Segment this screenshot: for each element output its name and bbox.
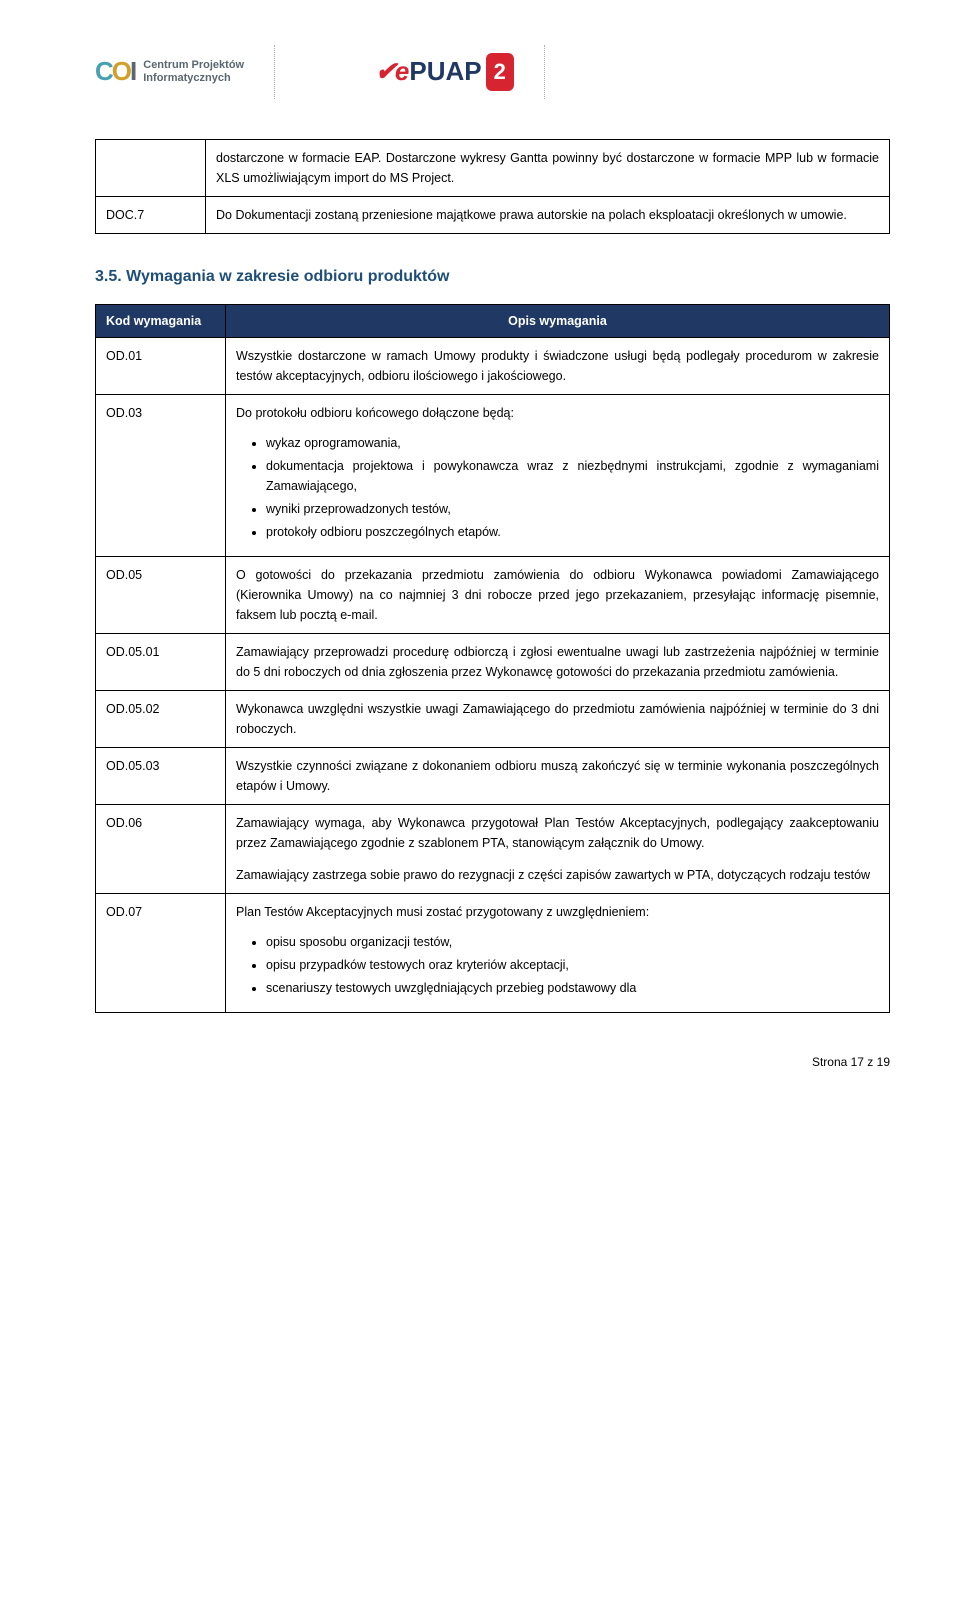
cell-desc: Do protokołu odbioru końcowego dołączone… — [226, 394, 890, 556]
bullet-list: opisu sposobu organizacji testów, opisu … — [236, 932, 879, 998]
bullet-list: wykaz oprogramowania, dokumentacja proje… — [236, 433, 879, 542]
list-item: wykaz oprogramowania, — [266, 433, 879, 453]
epuap-badge: 2 — [486, 53, 514, 90]
cell-code: OD.05.02 — [96, 690, 226, 747]
cell-desc: Plan Testów Akceptacyjnych musi zostać p… — [226, 893, 890, 1012]
table-row: OD.01 Wszystkie dostarczone w ramach Umo… — [96, 337, 890, 394]
cell-code: OD.05.01 — [96, 633, 226, 690]
header-logos: COI Centrum Projektów Informatycznych ✔ … — [95, 45, 890, 99]
table-row: DOC.7 Do Dokumentacji zostaną przeniesio… — [96, 197, 890, 234]
table-row: OD.07 Plan Testów Akceptacyjnych musi zo… — [96, 893, 890, 1012]
epuap-e: e — [395, 51, 409, 93]
table-row: OD.06 Zamawiający wymaga, aby Wykonawca … — [96, 804, 890, 893]
header-code: Kod wymagania — [96, 304, 226, 337]
divider-icon — [544, 45, 545, 99]
cell-desc: Wszystkie dostarczone w ramach Umowy pro… — [226, 337, 890, 394]
swoosh-icon: ✔ — [375, 51, 397, 93]
cell-code — [96, 140, 206, 197]
list-item: wyniki przeprowadzonych testów, — [266, 499, 879, 519]
cpi-text: Centrum Projektów Informatycznych — [143, 59, 244, 85]
cell-code: DOC.7 — [96, 197, 206, 234]
cell-code: OD.07 — [96, 893, 226, 1012]
header-desc: Opis wymagania — [226, 304, 890, 337]
table-row: OD.03 Do protokołu odbioru końcowego doł… — [96, 394, 890, 556]
cpi-line1: Centrum Projektów — [143, 59, 244, 71]
list-item: opisu przypadków testowych oraz kryterió… — [266, 955, 879, 975]
cpi-mark-icon: COI — [95, 51, 135, 93]
table-row: OD.05.03 Wszystkie czynności związane z … — [96, 747, 890, 804]
cell-code: OD.05 — [96, 556, 226, 633]
desc-intro: Plan Testów Akceptacyjnych musi zostać p… — [236, 905, 649, 919]
cell-desc: Zamawiający przeprowadzi procedurę odbio… — [226, 633, 890, 690]
cell-desc: dostarczone w formacie EAP. Dostarczone … — [206, 140, 890, 197]
list-item: opisu sposobu organizacji testów, — [266, 932, 879, 952]
cell-desc: Do Dokumentacji zostaną przeniesione maj… — [206, 197, 890, 234]
cell-desc: Zamawiający wymaga, aby Wykonawca przygo… — [226, 804, 890, 893]
table-row: OD.05.01 Zamawiający przeprowadzi proced… — [96, 633, 890, 690]
table-doc: dostarczone w formacie EAP. Dostarczone … — [95, 139, 890, 234]
cell-code: OD.05.03 — [96, 747, 226, 804]
desc-para1: Zamawiający wymaga, aby Wykonawca przygo… — [236, 813, 879, 853]
epuap-puap: PUAP — [409, 51, 481, 93]
list-item: dokumentacja projektowa i powykonawcza w… — [266, 456, 879, 496]
cell-code: OD.03 — [96, 394, 226, 556]
logo-cpi: COI Centrum Projektów Informatycznych — [95, 51, 244, 93]
cell-desc: Wszystkie czynności związane z dokonanie… — [226, 747, 890, 804]
cell-code: OD.06 — [96, 804, 226, 893]
table-requirements: Kod wymagania Opis wymagania OD.01 Wszys… — [95, 304, 890, 1013]
table-header-row: Kod wymagania Opis wymagania — [96, 304, 890, 337]
cell-desc: Wykonawca uwzględni wszystkie uwagi Zama… — [226, 690, 890, 747]
logo-epuap: ✔ ePUAP 2 — [375, 51, 514, 93]
table-row: dostarczone w formacie EAP. Dostarczone … — [96, 140, 890, 197]
divider-icon — [274, 45, 275, 99]
table-row: OD.05 O gotowości do przekazania przedmi… — [96, 556, 890, 633]
cell-code: OD.01 — [96, 337, 226, 394]
page-footer: Strona 17 z 19 — [95, 1053, 890, 1072]
desc-para2: Zamawiający zastrzega sobie prawo do rez… — [236, 865, 879, 885]
list-item: scenariuszy testowych uwzględniających p… — [266, 978, 879, 998]
list-item: protokoły odbioru poszczególnych etapów. — [266, 522, 879, 542]
cpi-line2: Informatycznych — [143, 72, 230, 84]
section-heading: 3.5. Wymagania w zakresie odbioru produk… — [95, 264, 890, 290]
desc-intro: Do protokołu odbioru końcowego dołączone… — [236, 406, 514, 420]
table-row: OD.05.02 Wykonawca uwzględni wszystkie u… — [96, 690, 890, 747]
cell-desc: O gotowości do przekazania przedmiotu za… — [226, 556, 890, 633]
